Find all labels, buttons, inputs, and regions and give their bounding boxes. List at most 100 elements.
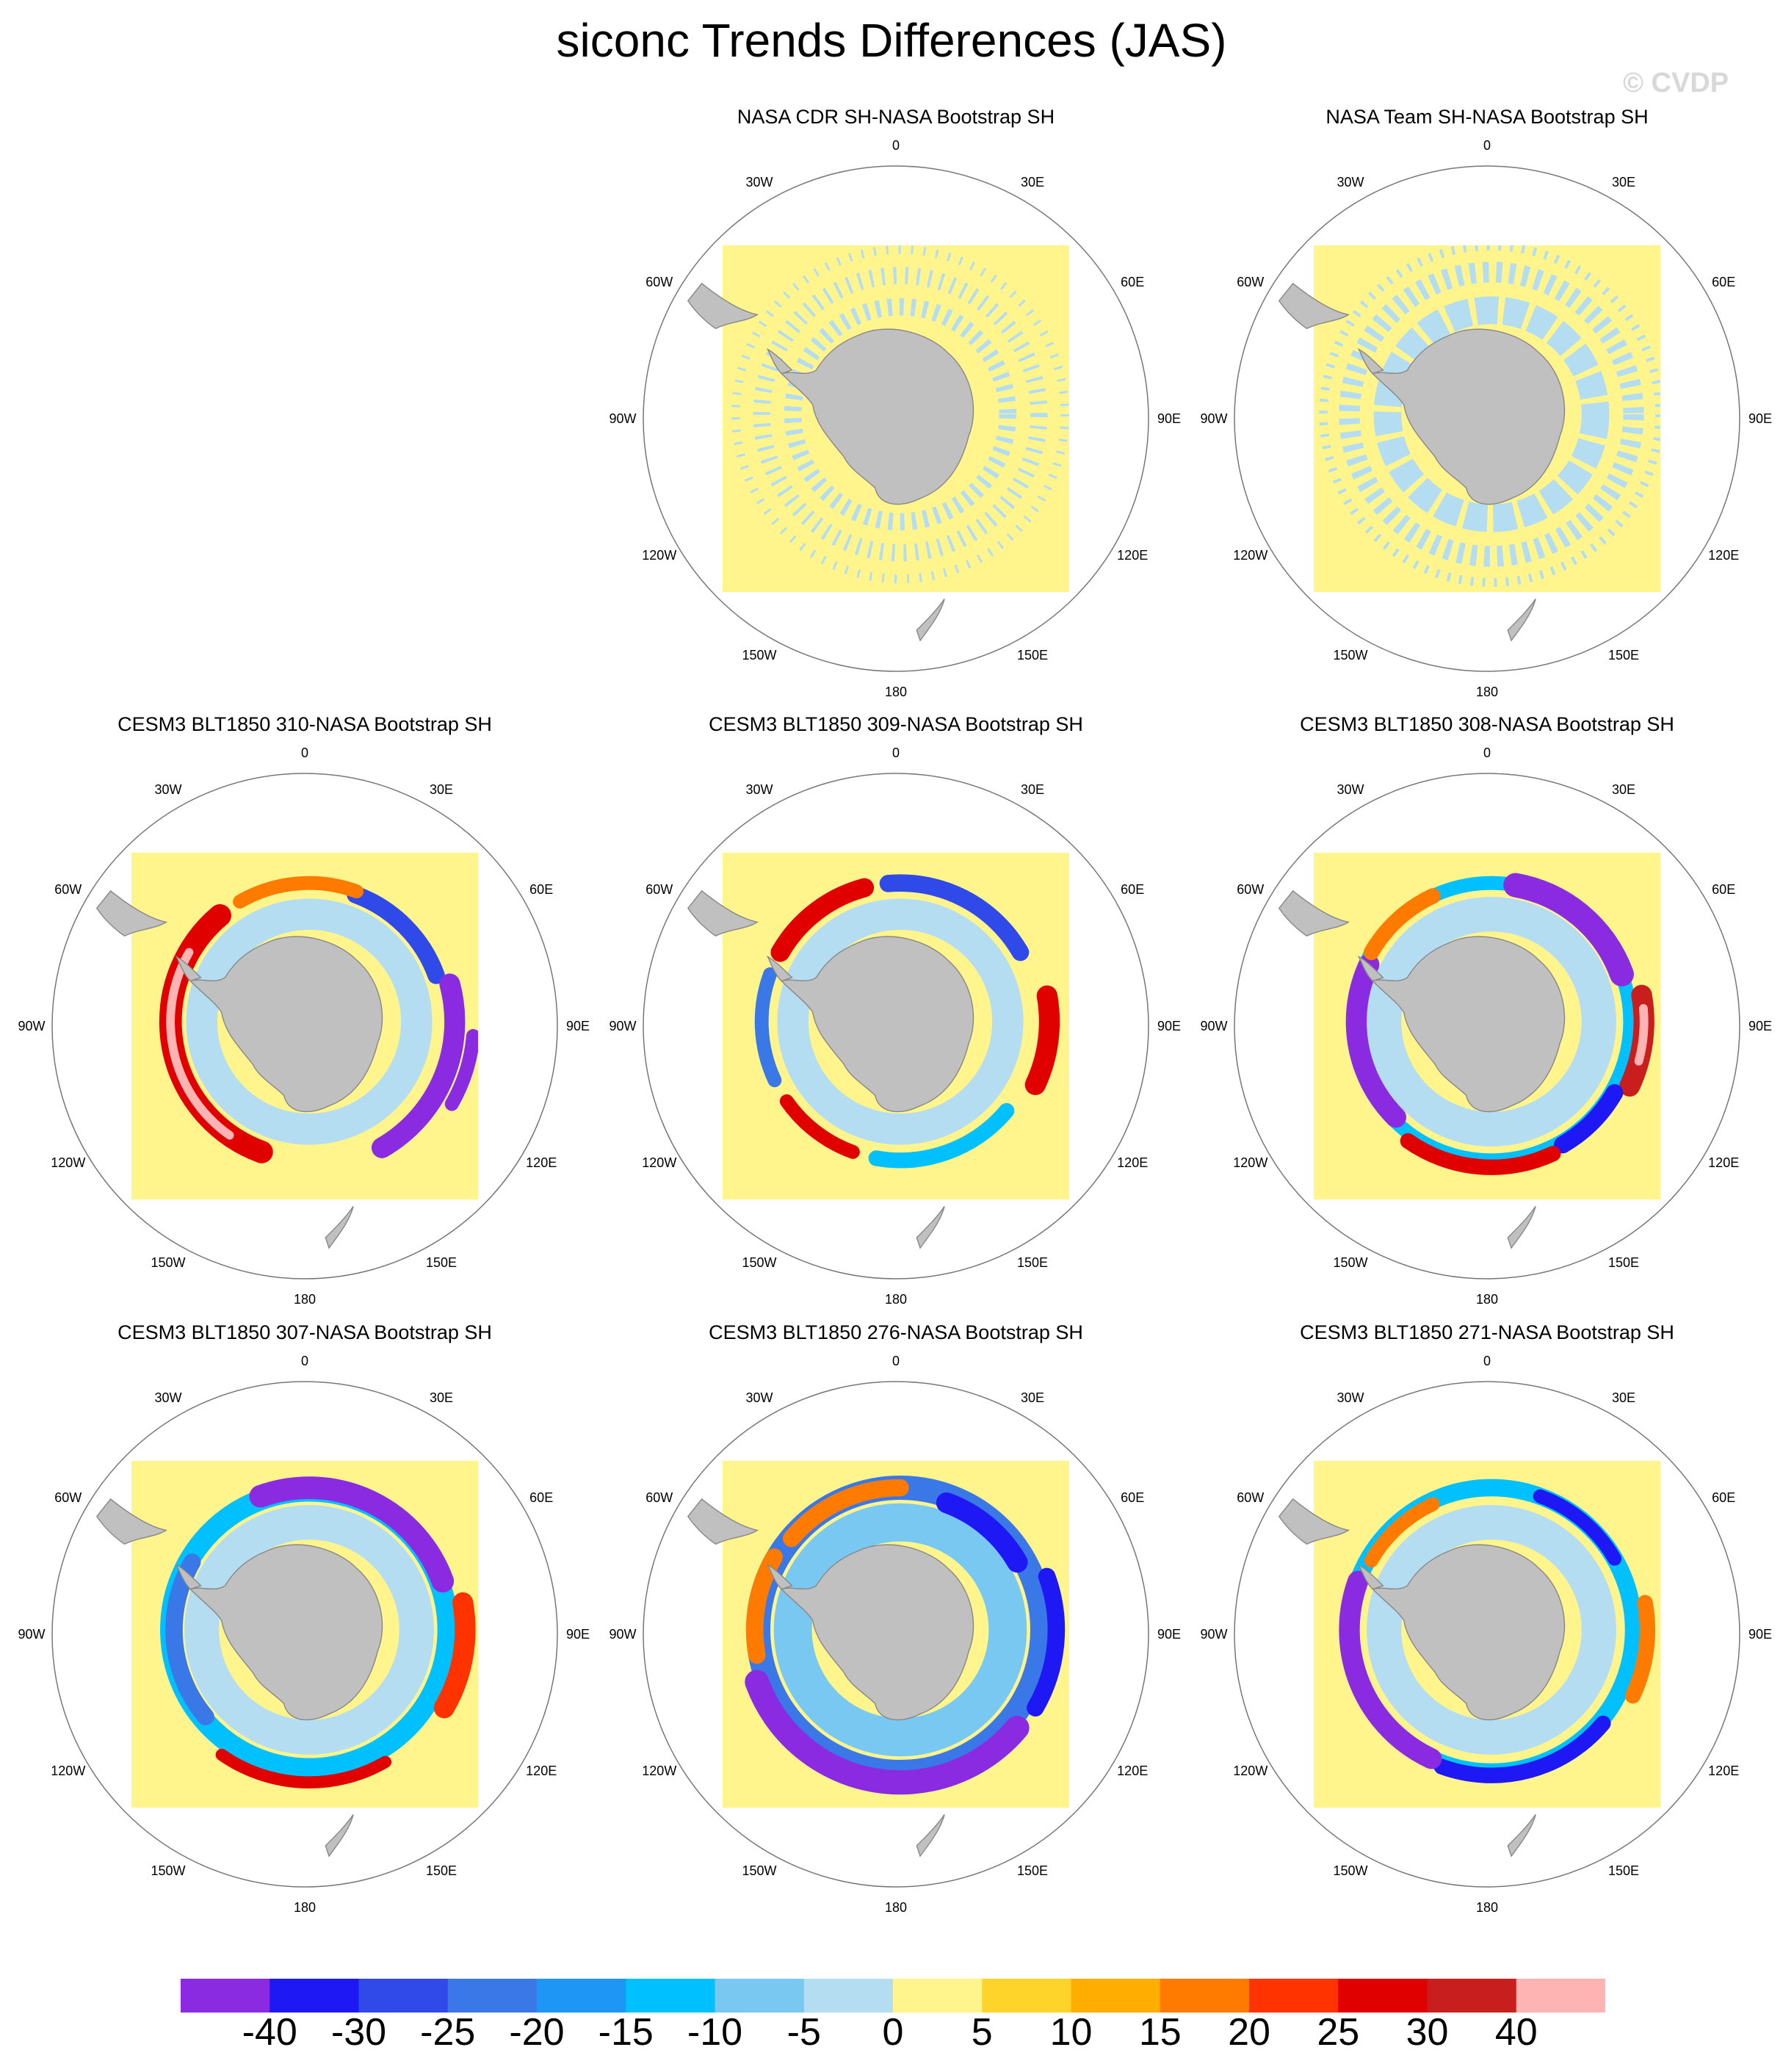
longitude-label: 120W bbox=[642, 1764, 676, 1778]
longitude-label: 180 bbox=[885, 1900, 907, 1915]
longitude-label: 60E bbox=[1121, 882, 1144, 897]
map-boundary-circle bbox=[1234, 1381, 1740, 1888]
longitude-label: 60E bbox=[1121, 1490, 1144, 1505]
anomaly-band bbox=[1400, 1133, 1561, 1175]
colorbar-swatch bbox=[803, 1979, 894, 2013]
longitude-label: 90W bbox=[1200, 411, 1227, 426]
anomaly-bands bbox=[1319, 245, 1660, 587]
longitude-label: 30E bbox=[430, 1390, 453, 1405]
anomaly-band bbox=[1339, 1570, 1442, 1769]
antarctic-peninsula bbox=[1357, 348, 1384, 375]
anomaly-bands bbox=[1339, 1479, 1656, 1783]
colorbar bbox=[181, 1979, 1605, 2013]
colorbar-swatch bbox=[1427, 1979, 1517, 2013]
colorbar-swatch bbox=[181, 1979, 270, 2013]
longitude-label: 150E bbox=[1017, 1863, 1048, 1878]
anomaly-band bbox=[879, 874, 1030, 961]
longitude-label: 30W bbox=[745, 782, 773, 797]
antarctica-landmass bbox=[780, 936, 974, 1113]
longitude-label: 60E bbox=[1712, 1490, 1735, 1505]
antarctic-peninsula bbox=[175, 956, 202, 982]
polar-map-panel: 0 30E 60E 90E 120E 150E 180 150W 120W 90W 60W 30W bbox=[1200, 1354, 1772, 1915]
new-zealand bbox=[1507, 1206, 1536, 1249]
longitude-label: 60W bbox=[54, 882, 82, 897]
longitude-label: 180 bbox=[1476, 1900, 1498, 1915]
anomaly-band bbox=[1634, 1004, 1649, 1066]
longitude-label: 180 bbox=[1476, 1292, 1498, 1307]
longitude-label: 60W bbox=[645, 882, 673, 897]
anomaly-band bbox=[233, 876, 364, 909]
longitude-label: 180 bbox=[1476, 685, 1498, 699]
anomaly-band bbox=[1503, 873, 1634, 986]
longitude-label: 0 bbox=[1483, 1354, 1491, 1368]
anomaly-band bbox=[1345, 954, 1406, 1128]
colorbar-tick-label: -5 bbox=[786, 2011, 821, 2054]
colorbar-tick-label: 5 bbox=[971, 2011, 993, 2054]
anomaly-band bbox=[433, 1592, 476, 1719]
south-america-tip bbox=[95, 889, 168, 937]
colorbar-swatch bbox=[893, 1979, 983, 2013]
figure-title: siconc Trends Differences (JAS) bbox=[556, 14, 1227, 67]
south-america-tip bbox=[687, 889, 759, 937]
anomaly-band bbox=[371, 973, 466, 1158]
antarctic-peninsula bbox=[1357, 1564, 1384, 1590]
longitude-label: 90E bbox=[1157, 1019, 1181, 1033]
longitude-label: 0 bbox=[1483, 746, 1491, 760]
longitude-label: 60E bbox=[1712, 275, 1735, 289]
colorbar-swatch bbox=[1516, 1979, 1605, 2013]
south-america-tip bbox=[687, 1498, 759, 1545]
new-zealand bbox=[1507, 599, 1536, 642]
longitude-label: 90W bbox=[18, 1019, 45, 1033]
colorbar-tick-label: 30 bbox=[1406, 2011, 1449, 2054]
anomaly-band bbox=[444, 1029, 478, 1111]
panel-title: NASA CDR SH-NASA Bootstrap SH bbox=[737, 106, 1055, 128]
longitude-label: 30W bbox=[154, 1390, 181, 1405]
longitude-label: 90E bbox=[1157, 411, 1181, 426]
colorbar-tick-label: -25 bbox=[420, 2011, 476, 2054]
longitude-label: 0 bbox=[301, 746, 308, 760]
longitude-label: 150W bbox=[151, 1863, 185, 1878]
anomaly-band bbox=[1624, 1595, 1656, 1704]
antarctica-landmass bbox=[1371, 1544, 1566, 1721]
new-zealand bbox=[1507, 1814, 1536, 1858]
colorbar-tick-label: 40 bbox=[1494, 2011, 1538, 2054]
anomaly-ring bbox=[784, 297, 1017, 531]
anomaly-band bbox=[166, 947, 234, 1140]
map-boundary-circle bbox=[1234, 165, 1740, 672]
longitude-label: 120W bbox=[1233, 1155, 1267, 1170]
anomaly-band bbox=[936, 1492, 1028, 1573]
panel-title: CESM3 BLT1850 276-NASA Bootstrap SH bbox=[709, 1321, 1083, 1343]
map-boundary-circle bbox=[643, 1381, 1149, 1888]
longitude-label: 60E bbox=[1121, 275, 1144, 289]
longitude-label: 90E bbox=[1748, 1627, 1772, 1642]
new-zealand bbox=[325, 1206, 354, 1249]
longitude-label: 90W bbox=[609, 411, 636, 426]
anomaly-ring bbox=[1319, 245, 1660, 587]
longitude-label: 150W bbox=[1333, 1863, 1367, 1878]
longitude-label: 120E bbox=[1708, 548, 1739, 563]
new-zealand bbox=[916, 599, 945, 642]
south-america-tip bbox=[1278, 282, 1350, 330]
longitude-label: 30E bbox=[1021, 175, 1044, 189]
anomaly-band bbox=[783, 1479, 909, 1548]
anomaly-band bbox=[1363, 888, 1441, 961]
longitude-label: 150E bbox=[1017, 1255, 1048, 1270]
colorbar-swatch bbox=[1071, 1979, 1161, 2013]
antarctic-peninsula bbox=[766, 348, 793, 375]
longitude-label: 30E bbox=[1612, 782, 1635, 797]
longitude-label: 90W bbox=[609, 1627, 636, 1642]
colorbar-swatch bbox=[982, 1979, 1071, 2013]
map-boundary-circle bbox=[643, 165, 1149, 672]
longitude-label: 90W bbox=[18, 1627, 45, 1642]
longitude-label: 150W bbox=[742, 1255, 776, 1270]
longitude-label: 150W bbox=[742, 1863, 776, 1878]
longitude-label: 30E bbox=[1021, 1390, 1044, 1405]
longitude-label: 0 bbox=[892, 1354, 900, 1368]
anomaly-bands bbox=[754, 874, 1060, 1169]
longitude-label: 30W bbox=[1337, 1390, 1364, 1405]
colorbar-tick-label: 15 bbox=[1138, 2011, 1182, 2054]
colorbar-swatch bbox=[358, 1979, 449, 2013]
polar-map-panel: 0 30E 60E 90E 120E 150E 180 150W 120W 90W 60W 30W bbox=[1200, 138, 1772, 699]
longitude-label: 90E bbox=[1748, 411, 1772, 426]
antarctica-landmass bbox=[1371, 936, 1566, 1113]
